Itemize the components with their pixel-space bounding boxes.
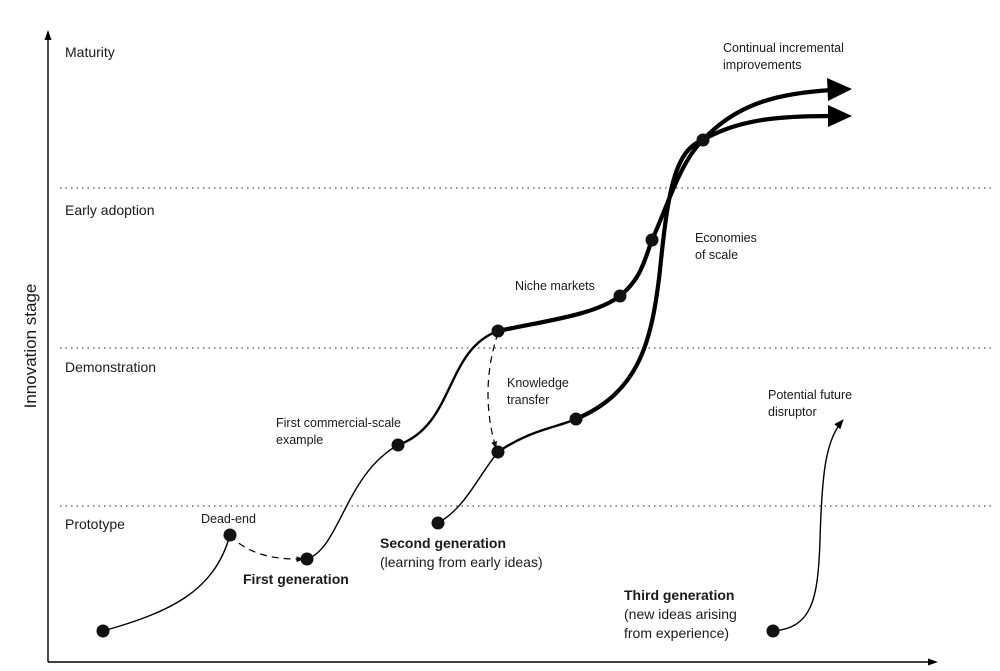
label-first-generation: First generation: [243, 571, 349, 587]
label-third-generation-sub2: from experience): [624, 625, 729, 641]
lower-maturity-arrowhead: [828, 105, 852, 127]
first-gen-dead-end-curve: [102, 534, 231, 632]
label-dead-end: Dead-end: [201, 512, 256, 526]
label-economies-line1: Economies: [695, 231, 757, 245]
third-gen-curve: [772, 419, 844, 632]
stage-label-demonstration: Demonstration: [65, 359, 156, 375]
node-knowledge-transfer: [491, 445, 505, 459]
lower-maturity-arrow: [701, 113, 833, 142]
label-first-commercial-line2: example: [276, 433, 323, 447]
second-gen-start-curve: [437, 451, 499, 524]
node-maturity-junction: [696, 133, 710, 147]
knowledge-transfer-dashed-arrow: [487, 332, 499, 449]
label-third-generation: Third generation: [624, 587, 734, 603]
label-knowledge-line1: Knowledge: [507, 376, 569, 390]
label-third-generation-sub1: (new ideas arising: [624, 606, 737, 622]
label-niche-markets: Niche markets: [515, 279, 595, 293]
label-economies-line2: of scale: [695, 248, 738, 262]
node-first-gen-start: [96, 624, 110, 638]
node-first-commercial: [391, 438, 405, 452]
node-dead-end: [223, 528, 237, 542]
node-early-adoption: [645, 233, 659, 247]
dead-end-dashed-arrow: [229, 534, 304, 563]
label-future-line2: disruptor: [768, 405, 817, 419]
second-gen-demonstration-path: [497, 417, 577, 453]
y-axis-arrowhead: [44, 30, 52, 40]
stage-label-early-adoption: Early adoption: [65, 202, 155, 218]
node-second-gen-demonstration: [569, 412, 583, 426]
node-second-gen-start: [431, 516, 445, 530]
upper-maturity-arrowhead: [827, 78, 852, 101]
label-continual-line1: Continual incremental: [723, 41, 844, 55]
upper-maturity-arrow: [701, 87, 833, 142]
label-knowledge-line2: transfer: [507, 393, 549, 407]
x-axis-arrowhead: [928, 658, 938, 666]
second-gen-economies-of-scale-path: [575, 138, 704, 421]
y-axis-label: Innovation stage: [21, 284, 40, 409]
stage-label-maturity: Maturity: [65, 44, 115, 60]
label-continual-line2: improvements: [723, 58, 802, 72]
node-niche-markets: [613, 289, 627, 303]
first-gen-commercial-to-demonstration: [397, 329, 499, 447]
node-first-generation: [300, 552, 314, 566]
label-first-commercial-line1: First commercial-scale: [276, 416, 401, 430]
label-second-generation: Second generation: [380, 535, 506, 551]
node-third-gen-start: [766, 624, 780, 638]
first-gen-to-maturity: [650, 138, 705, 241]
label-future-line1: Potential future: [768, 388, 852, 402]
first-gen-rise-to-commercial: [306, 444, 399, 560]
label-second-generation-sub: (learning from early ideas): [380, 554, 543, 570]
node-demonstration-first: [491, 324, 505, 338]
stage-label-prototype: Prototype: [65, 516, 125, 532]
